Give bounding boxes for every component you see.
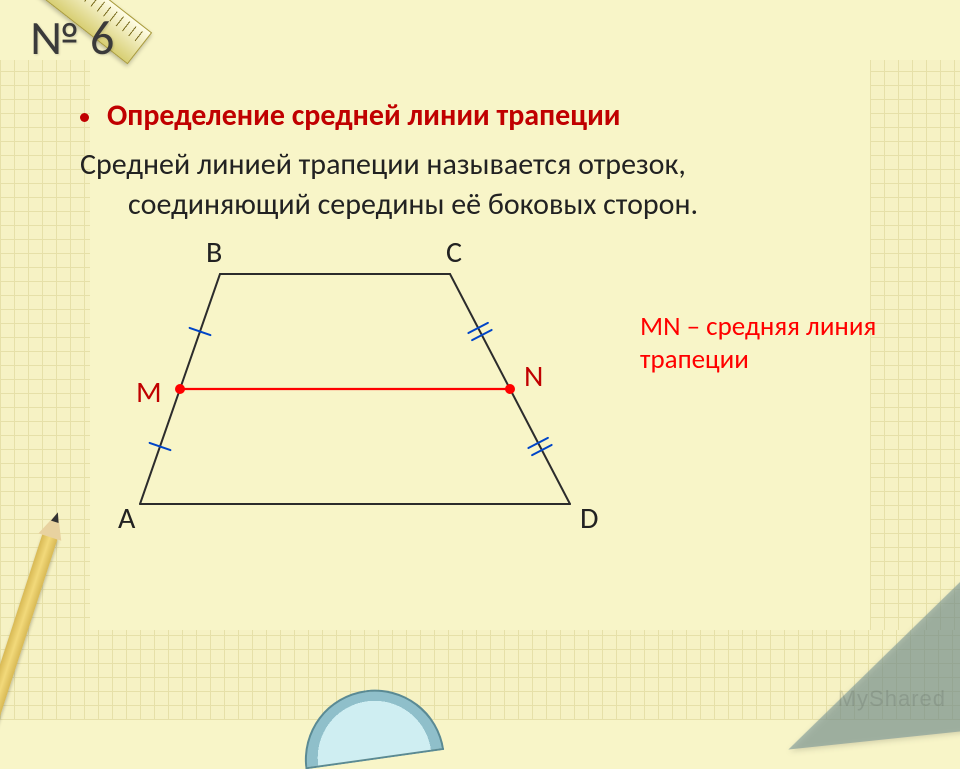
bullet-row: Определение средней линии трапеции	[80, 97, 890, 135]
vertex-label-d: D	[580, 500, 598, 537]
body-text: Средней линией трапеции называется отрез…	[80, 145, 860, 226]
bullet-heading: Определение средней линии трапеции	[107, 97, 621, 135]
midpoint-label-n: N	[524, 358, 543, 395]
bullet-dot-icon	[80, 113, 89, 122]
slide-content: № 6 Определение средней линии трапеции С…	[0, 0, 960, 720]
midpoint-label-m: M	[136, 374, 162, 411]
trapezoid-diagram: A B C D M N MN – средняя линия трапеции	[120, 244, 840, 564]
vertex-label-a: A	[118, 500, 135, 537]
page-title: № 6	[30, 8, 890, 67]
vertex-label-b: B	[206, 234, 222, 271]
watermark: MyShared	[838, 686, 946, 712]
midline-caption: MN – средняя линия трапеции	[640, 310, 900, 378]
vertex-label-c: C	[446, 234, 462, 271]
trapezoid-svg	[120, 244, 620, 544]
